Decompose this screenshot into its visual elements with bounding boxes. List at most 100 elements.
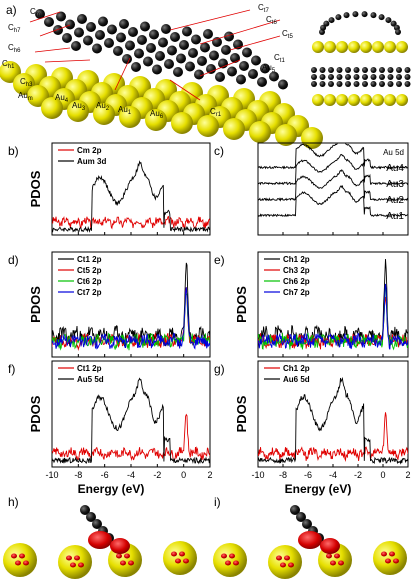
label-leader-line [169, 79, 201, 101]
panel-label: g) [214, 362, 225, 376]
x-tick-label: -2 [153, 470, 161, 480]
gold-atom [348, 94, 360, 106]
x-tick-label: 2 [405, 470, 410, 480]
gold-atom [58, 545, 92, 579]
orbital-lobe [338, 560, 344, 566]
carbon-atom [92, 43, 102, 54]
carbon-atom [155, 51, 165, 61]
carbon-atom [146, 43, 156, 53]
orbital-lobe [78, 562, 84, 568]
orbital-lobe [221, 553, 227, 559]
carbon-atom [311, 67, 317, 73]
carbon-atom [230, 53, 240, 63]
x-tick-label: 2 [207, 470, 212, 480]
gold-atom [396, 41, 408, 53]
carbon-atom [302, 519, 312, 529]
gold-atom [41, 97, 63, 119]
carbon-atom [269, 71, 279, 82]
carbon-atom [137, 35, 147, 45]
carbon-atom [379, 74, 385, 80]
carbon-atom [362, 74, 368, 80]
carbon-atom [125, 40, 135, 51]
carbon-atom [56, 11, 66, 22]
series-label: Au4 [386, 163, 404, 174]
series-label: Au2 [386, 195, 404, 206]
carbon-atom [95, 30, 105, 40]
carbon-atom [122, 54, 132, 64]
label-leader-line [114, 57, 131, 91]
carbon-atom [345, 67, 351, 73]
carbon-atom [396, 74, 402, 80]
gold-atom [360, 41, 372, 53]
legend-entry: Ch6 2p [283, 277, 310, 286]
gold-atom [384, 94, 396, 106]
label-leader-line [229, 35, 281, 51]
carbon-atom [336, 81, 343, 87]
carbon-atom [319, 74, 326, 80]
atom-label: Ch6 [8, 43, 21, 54]
atom-label: Cr1 [210, 107, 222, 118]
carbon-atom [185, 61, 195, 72]
carbon-atom [65, 19, 75, 30]
gold-atom [324, 94, 336, 106]
legend-entry: Ct1 2p [77, 364, 102, 373]
panel-label: b) [8, 144, 19, 158]
panel-label: e) [214, 253, 225, 267]
orbital-lobe [389, 551, 395, 557]
series-line [52, 160, 210, 233]
series-label: Au3 [386, 179, 404, 190]
carbon-atom [227, 66, 237, 77]
x-tick-label: -8 [74, 470, 82, 480]
x-axis-label-right: Energy (eV) [285, 482, 352, 496]
carbon-atom [404, 81, 411, 87]
orbital-lobe [288, 562, 294, 568]
carbon-atom [71, 41, 81, 51]
carbon-atom [221, 45, 231, 55]
carbon-atom [200, 42, 210, 53]
carbon-atom [311, 74, 317, 80]
carbon-atom [176, 53, 186, 64]
pdos-panel-f: f) PDOS Ct1 2p Au5 5d -10 -8 -6 -4 -2 0 2 [8, 360, 213, 480]
orbital-lobe [284, 555, 290, 561]
gold-atom [275, 124, 297, 146]
carbon-atom [328, 17, 335, 24]
orbital-lobe [334, 553, 340, 559]
carbon-atom [158, 37, 168, 48]
panel-i-label: i) [214, 495, 221, 509]
orbital-lobe [179, 551, 185, 557]
carbon-atom [113, 46, 123, 56]
carbon-atom [387, 81, 394, 87]
y-axis-label: PDOS [28, 286, 43, 323]
series-label: Au1 [386, 211, 404, 222]
label-leader-line [199, 59, 241, 77]
carbon-atom [385, 17, 392, 24]
carbon-atom [170, 32, 180, 42]
legend-entry: Cm 2p [77, 146, 102, 155]
carbon-atom [131, 62, 141, 72]
atom-label: Au6 [150, 109, 164, 120]
panel-a-label: a) [6, 3, 17, 17]
orbital-lobe [326, 553, 332, 559]
series-line [52, 377, 210, 465]
carbon-atom [188, 48, 198, 58]
carbon-atom [62, 33, 72, 43]
panel-label: d) [8, 253, 19, 267]
carbon-atom [404, 67, 411, 73]
x-tick-label: -2 [354, 470, 362, 480]
orbital-lobe [393, 558, 399, 564]
gold-atom [119, 106, 141, 128]
carbon-atom [352, 11, 359, 18]
carbon-atom [164, 59, 174, 69]
carbon-atom [328, 74, 334, 80]
gold-atom [372, 41, 384, 53]
label-leader-line [199, 19, 281, 45]
orbital-lobe [320, 538, 340, 554]
atom-label: Au5 [262, 63, 276, 74]
carbon-atom [191, 34, 201, 45]
carbon-atom [251, 55, 261, 66]
carbon-atom [86, 22, 96, 32]
series-line [258, 376, 408, 465]
legend-entry: Ch7 2p [283, 288, 310, 297]
carbon-atom [92, 519, 102, 529]
legend-entry: Ch1 2p [283, 255, 310, 264]
